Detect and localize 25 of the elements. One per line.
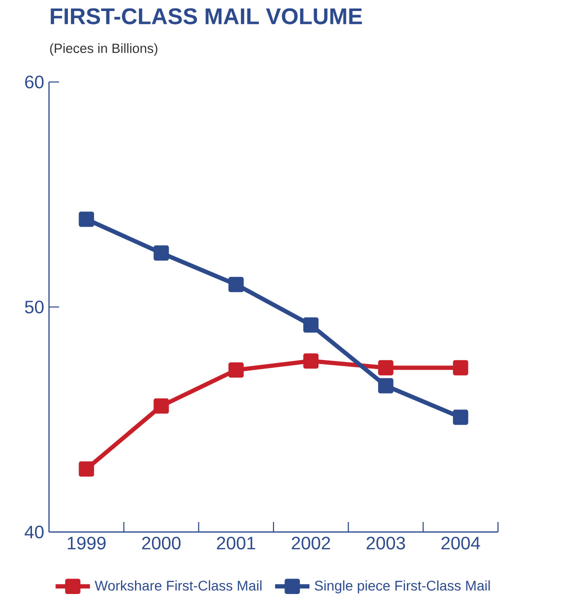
x-tick-label: 2003 xyxy=(366,536,405,550)
legend-label: Single piece First-Class Mail xyxy=(314,580,490,594)
point xyxy=(78,461,94,477)
legend-label: Workshare First-Class Mail xyxy=(94,580,262,591)
x-tick-label: 2001 xyxy=(216,536,256,550)
y-tick-label: 40 xyxy=(24,526,44,538)
y-tick-label: 50 xyxy=(24,300,44,314)
x-tick-label: 2004 xyxy=(441,536,480,550)
y-tick-label: 60 xyxy=(25,76,44,88)
point xyxy=(303,353,319,369)
point xyxy=(154,398,169,414)
x-tick-label: 2002 xyxy=(292,536,330,550)
point xyxy=(154,245,169,261)
chart-title: FIRST-CLASS MAIL VOLUME xyxy=(50,8,362,24)
point xyxy=(452,410,468,425)
point xyxy=(378,360,394,376)
point xyxy=(378,378,394,394)
chart-subtitle: (Pieces in Billions) xyxy=(50,43,158,56)
point xyxy=(228,276,244,292)
x-tick-label: 1999 xyxy=(68,536,106,550)
x-tick-label: 2000 xyxy=(142,536,181,550)
point xyxy=(452,360,468,376)
point xyxy=(78,212,94,227)
point xyxy=(228,362,244,378)
point xyxy=(303,317,319,333)
